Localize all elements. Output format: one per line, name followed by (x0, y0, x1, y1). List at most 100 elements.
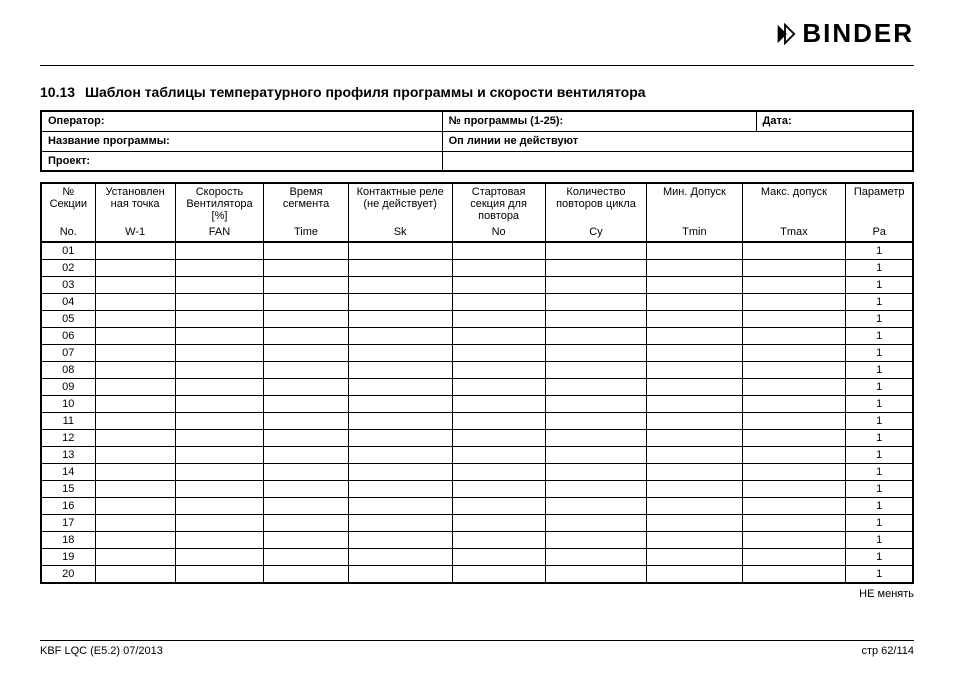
table-row: 201 (41, 566, 913, 584)
table-row: 161 (41, 498, 913, 515)
cell-tmin (647, 362, 742, 379)
cell-time (264, 311, 348, 328)
cell-pa: 1 (846, 242, 913, 260)
cell-fan (175, 498, 264, 515)
table-row: 191 (41, 549, 913, 566)
cell-no: 14 (41, 464, 95, 481)
cell-cy (545, 515, 647, 532)
cell-tmin (647, 413, 742, 430)
section-heading: 10.13 Шаблон таблицы температурного проф… (40, 84, 914, 100)
cell-tmax (742, 549, 846, 566)
brand-text: BINDER (802, 18, 914, 49)
cell-w1 (95, 549, 175, 566)
cell-w1 (95, 498, 175, 515)
cell-time (264, 345, 348, 362)
table-row: 061 (41, 328, 913, 345)
cell-tmax (742, 242, 846, 260)
table-row: 08 1 (41, 362, 913, 379)
cell-cy (545, 362, 647, 379)
cell-no: 07 (41, 345, 95, 362)
cell-tmin (647, 260, 742, 277)
cell-fan (175, 447, 264, 464)
cell-fan (175, 242, 264, 260)
cell-fan (175, 430, 264, 447)
cell-w1 (95, 464, 175, 481)
cell-fan (175, 260, 264, 277)
profile-table-body: 0110210310410510610710810911011111211311… (41, 242, 913, 583)
cell-pa: 1 (846, 464, 913, 481)
col-subheader-9: Pa (846, 224, 913, 242)
cell-no: 10 (41, 396, 95, 413)
cell-sk (348, 396, 452, 413)
cell-rno (452, 566, 545, 584)
cell-tmax (742, 379, 846, 396)
cell-no: 12 (41, 430, 95, 447)
cell-time (264, 413, 348, 430)
col-subheader-1: W-1 (95, 224, 175, 242)
cell-tmin (647, 549, 742, 566)
cell-no: 19 (41, 549, 95, 566)
meta-table: Оператор: № программы (1-25): Дата: Назв… (40, 110, 914, 172)
cell-no: 09 (41, 379, 95, 396)
cell-tmin (647, 515, 742, 532)
col-header-4: Контактные реле (не действует) (348, 183, 452, 224)
cell-tmax (742, 413, 846, 430)
meta-program-name: Название программы: (41, 131, 442, 151)
col-subheader-2: FAN (175, 224, 264, 242)
cell-fan (175, 549, 264, 566)
cell-no: 06 (41, 328, 95, 345)
cell-tmin (647, 345, 742, 362)
binder-logo-icon (774, 23, 796, 45)
cell-tmax (742, 515, 846, 532)
section-title-text: Шаблон таблицы температурного профиля пр… (85, 84, 646, 100)
cell-tmin (647, 242, 742, 260)
cell-no: 03 (41, 277, 95, 294)
cell-cy (545, 498, 647, 515)
cell-sk (348, 464, 452, 481)
cell-time (264, 294, 348, 311)
cell-sk (348, 498, 452, 515)
cell-tmin (647, 379, 742, 396)
cell-tmax (742, 464, 846, 481)
meta-operator: Оператор: (41, 111, 442, 131)
cell-time (264, 566, 348, 584)
cell-pa: 1 (846, 379, 913, 396)
cell-w1 (95, 566, 175, 584)
cell-w1 (95, 260, 175, 277)
cell-pa: 1 (846, 294, 913, 311)
cell-time (264, 515, 348, 532)
cell-fan (175, 396, 264, 413)
cell-fan (175, 379, 264, 396)
cell-fan (175, 294, 264, 311)
col-subheader-7: Tmin (647, 224, 742, 242)
cell-pa: 1 (846, 430, 913, 447)
table-row: 011 (41, 242, 913, 260)
cell-pa: 1 (846, 515, 913, 532)
cell-time (264, 447, 348, 464)
cell-time (264, 549, 348, 566)
cell-no: 08 (41, 362, 95, 379)
cell-pa: 1 (846, 345, 913, 362)
cell-fan (175, 328, 264, 345)
table-row: 111 (41, 413, 913, 430)
cell-sk (348, 242, 452, 260)
cell-rno (452, 345, 545, 362)
meta-program-no: № программы (1-25): (442, 111, 756, 131)
cell-sk (348, 549, 452, 566)
cell-w1 (95, 242, 175, 260)
cell-tmax (742, 328, 846, 345)
profile-table-head: № СекцииУстановлен ная точкаСкорость Вен… (41, 183, 913, 242)
cell-time (264, 277, 348, 294)
cell-cy (545, 379, 647, 396)
table-row: 181 (41, 532, 913, 549)
col-header-9: Параметр (846, 183, 913, 224)
cell-rno (452, 532, 545, 549)
cell-cy (545, 311, 647, 328)
cell-time (264, 260, 348, 277)
cell-tmax (742, 532, 846, 549)
cell-fan (175, 532, 264, 549)
cell-time (264, 498, 348, 515)
cell-pa: 1 (846, 362, 913, 379)
cell-cy (545, 396, 647, 413)
cell-no: 13 (41, 447, 95, 464)
